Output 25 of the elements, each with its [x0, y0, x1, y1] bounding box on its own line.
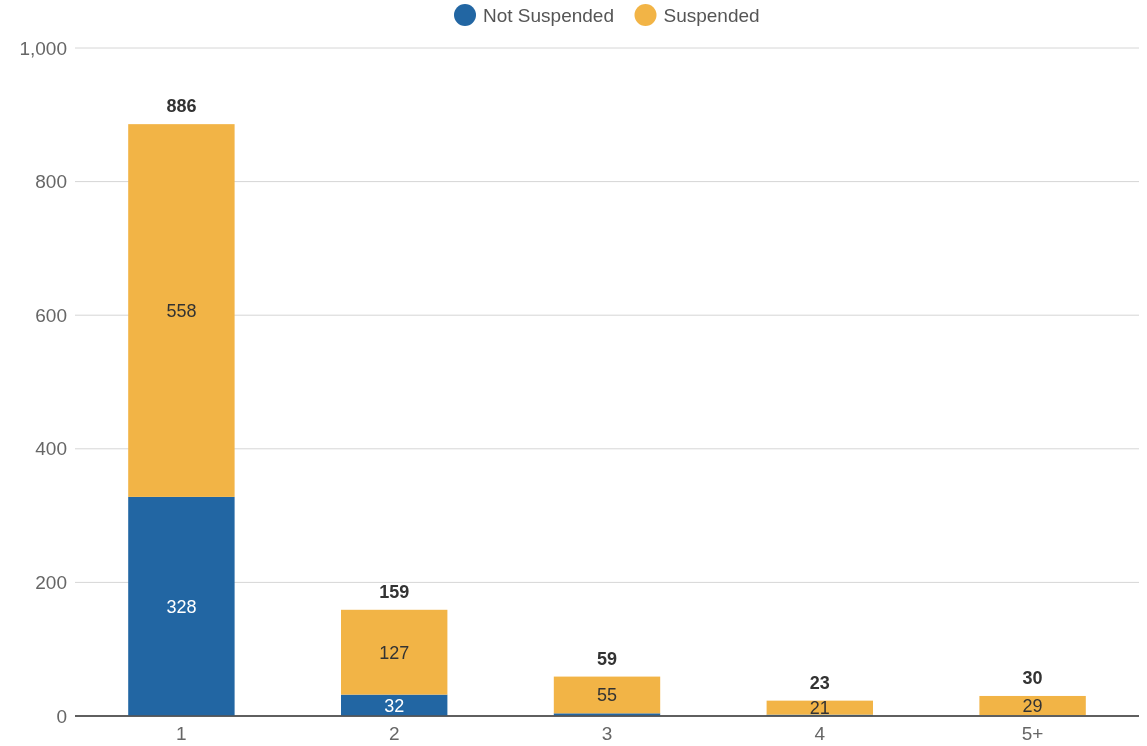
x-tick-label: 2	[388, 723, 400, 744]
data-label: 127	[379, 642, 410, 663]
total-label: 23	[809, 672, 830, 693]
total-label: 30	[1022, 667, 1043, 688]
total-label: 886	[166, 96, 197, 117]
legend-label: Not Suspended	[483, 4, 614, 26]
y-tick-label: 1,000	[19, 37, 67, 59]
x-tick-label: 5+	[1021, 723, 1044, 744]
x-tick-label: 1	[176, 723, 187, 744]
data-label: 21	[809, 697, 830, 718]
y-tick-label: 400	[35, 438, 67, 460]
data-label: 29	[1022, 695, 1043, 716]
data-label: 55	[596, 685, 618, 706]
legend-label: Suspended	[663, 4, 760, 26]
total-label: 59	[596, 648, 618, 669]
data-label: 328	[166, 596, 197, 617]
data-label: 558	[166, 300, 197, 321]
total-label: 159	[379, 581, 410, 602]
x-tick-label: 3	[601, 723, 613, 744]
y-tick-label: 800	[35, 171, 67, 193]
x-tick-label: 4	[814, 723, 826, 744]
y-tick-label: 200	[35, 572, 67, 594]
y-tick-label: 0	[56, 705, 67, 727]
y-tick-label: 600	[35, 304, 67, 326]
data-label: 32	[384, 695, 405, 716]
